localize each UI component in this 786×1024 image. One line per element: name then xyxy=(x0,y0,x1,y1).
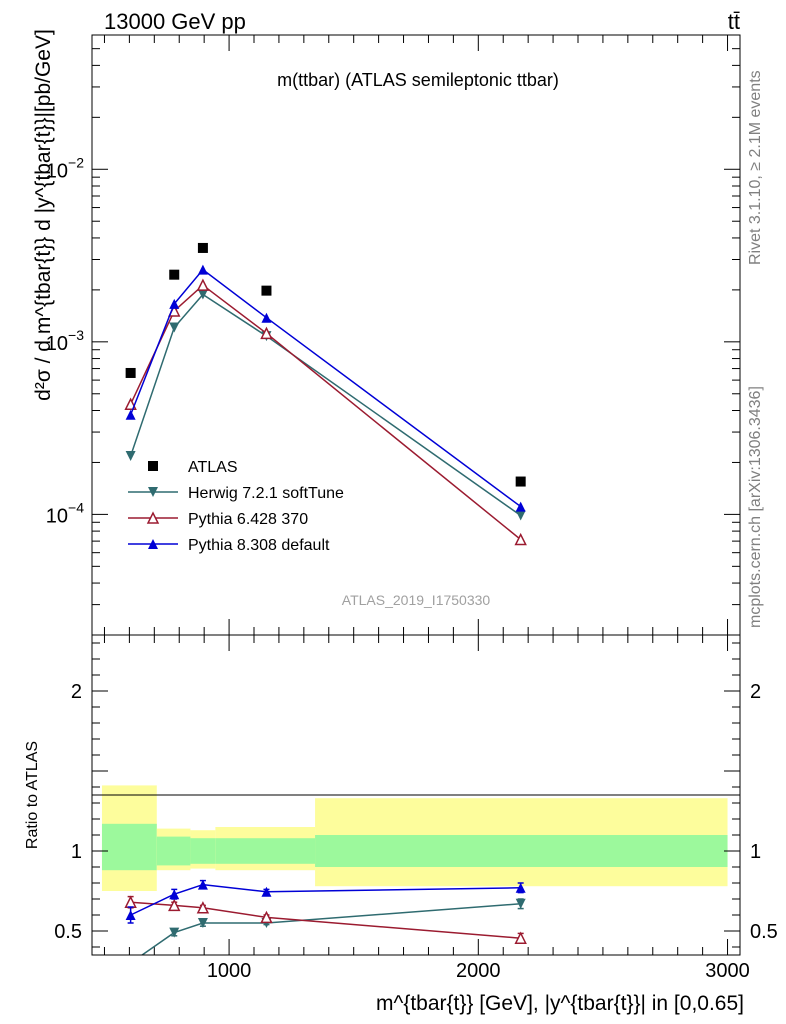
ratio-point xyxy=(261,886,272,897)
ratio-y-tick-label-right: 1 xyxy=(750,841,761,863)
ratio-y-tick-label-right: 0.5 xyxy=(750,921,778,943)
legend-marker xyxy=(148,461,158,471)
ratio-axis-ticks: 0.5 0.5 1 1 2 2 1000 2000 3000 xyxy=(54,635,778,982)
ratio-point xyxy=(168,898,181,912)
data-point xyxy=(197,289,208,300)
x-axis-label: m^{tbar{t}} [GeV], |y^{tbar{t}}| in [0,0… xyxy=(376,992,744,1015)
data-point xyxy=(515,510,526,521)
legend-marker xyxy=(146,511,160,524)
ratio-point xyxy=(125,910,136,920)
ratio-panel-frame xyxy=(91,634,741,956)
ratio-series-pythia-8-308-default xyxy=(125,879,526,924)
x-tick-label: 1000 xyxy=(207,960,252,982)
ratio-point xyxy=(260,910,273,924)
legend-label: Pythia 6.428 370 xyxy=(188,511,308,528)
data-point xyxy=(514,532,527,546)
data-point xyxy=(125,409,136,420)
data-point xyxy=(169,298,180,309)
legend-item-pythia-8-308-default: Pythia 8.308 default xyxy=(128,537,330,554)
x-tick-label: 2000 xyxy=(456,960,501,982)
main-y-axis-label: d²σ / d m^{tbar{t}} d |y^{tbar{t}}|[pb/G… xyxy=(32,29,55,401)
uncertainty-band-inner xyxy=(315,835,728,867)
data-point xyxy=(196,278,210,291)
uncertainty-band-inner xyxy=(156,836,191,866)
data-point xyxy=(169,322,180,333)
ratio-point xyxy=(515,898,526,909)
uncertainty-band-inner xyxy=(101,823,157,871)
main-plot-title: m(ttbar) (ATLAS semileptonic ttbar) xyxy=(277,70,559,90)
legend-marker xyxy=(148,487,158,497)
ratio-series-layer xyxy=(124,879,527,968)
legend-label: ATLAS xyxy=(188,459,238,476)
legend: ATLAS Herwig 7.2.1 softTune Pythia 6.428 3… xyxy=(128,459,344,554)
data-point xyxy=(260,326,273,340)
series-line xyxy=(129,293,522,517)
ratio-point xyxy=(515,882,526,893)
main-series-layer xyxy=(124,242,527,546)
ratio-panel: 0.5 0.5 1 1 2 2 1000 2000 3000 Ratio to ATLAS m^… xyxy=(24,634,778,1015)
ratio-series-line xyxy=(130,883,521,916)
data-point xyxy=(197,242,208,253)
main-axis-ticks: 10−4 10−3 10−2 xyxy=(46,34,740,636)
data-point xyxy=(515,476,526,487)
legend-marker xyxy=(148,539,158,549)
ratio-point xyxy=(196,901,210,914)
main-y-tick-label: 10−3 xyxy=(46,327,84,355)
ratio-point xyxy=(197,918,208,928)
legend-item-herwig-7-2-1-softtune: Herwig 7.2.1 softTune xyxy=(128,485,344,502)
ratio-point xyxy=(514,931,527,944)
series-atlas xyxy=(125,242,526,487)
rivet-version-text: Rivet 3.1.10, ≥ 2.1M events xyxy=(747,70,764,265)
main-panel: 10−4 10−3 10−2 m(ttbar) (ATLAS semileptoni… xyxy=(32,29,741,636)
ratio-y-tick-label-right: 2 xyxy=(750,681,761,703)
watermark-text: ATLAS_2019_I1750330 xyxy=(342,592,491,608)
ratio-y-tick-label-left: 2 xyxy=(71,681,82,703)
data-point xyxy=(125,450,136,461)
data-point xyxy=(197,264,208,275)
main-y-tick-label: 10−4 xyxy=(46,499,84,527)
header-process: tt̄ xyxy=(728,9,740,34)
ratio-y-tick-label-left: 1 xyxy=(71,841,82,863)
legend-label: Pythia 8.308 default xyxy=(188,537,330,554)
series-pythia-6-428-370 xyxy=(124,278,527,546)
legend-item-pythia-6-428-370: Pythia 6.428 370 xyxy=(128,511,308,528)
data-point xyxy=(261,312,272,323)
uncertainty-band-inner xyxy=(215,838,316,864)
ratio-point xyxy=(169,927,180,938)
ratio-y-tick-label-left: 0.5 xyxy=(54,921,82,943)
ratio-y-axis-label: Ratio to ATLAS xyxy=(24,741,41,849)
uncertainty-band-inner xyxy=(190,838,216,864)
x-tick-label: 3000 xyxy=(705,960,750,982)
data-point xyxy=(125,367,136,378)
header-energy: 13000 GeV pp xyxy=(104,9,246,34)
data-point xyxy=(261,285,272,296)
mcplots-credit-text: mcplots.cern.ch [arXiv:1306.3436] xyxy=(747,386,764,628)
legend-label: Herwig 7.2.1 softTune xyxy=(188,485,344,502)
ratio-series-herwig-7-2-1-softtune xyxy=(126,898,526,968)
ratio-point xyxy=(169,889,180,900)
data-point xyxy=(169,269,180,280)
data-point xyxy=(515,501,526,512)
series-pythia-8-308-default xyxy=(125,264,526,512)
ratio-point xyxy=(197,879,208,890)
main-y-tick-label: 10−2 xyxy=(46,154,84,182)
ratio-series-pythia-6-428-370 xyxy=(124,895,527,944)
ratio-point xyxy=(126,958,136,968)
legend-item-atlas: ATLAS xyxy=(148,459,238,476)
ratio-uncertainty-bands xyxy=(101,785,728,891)
